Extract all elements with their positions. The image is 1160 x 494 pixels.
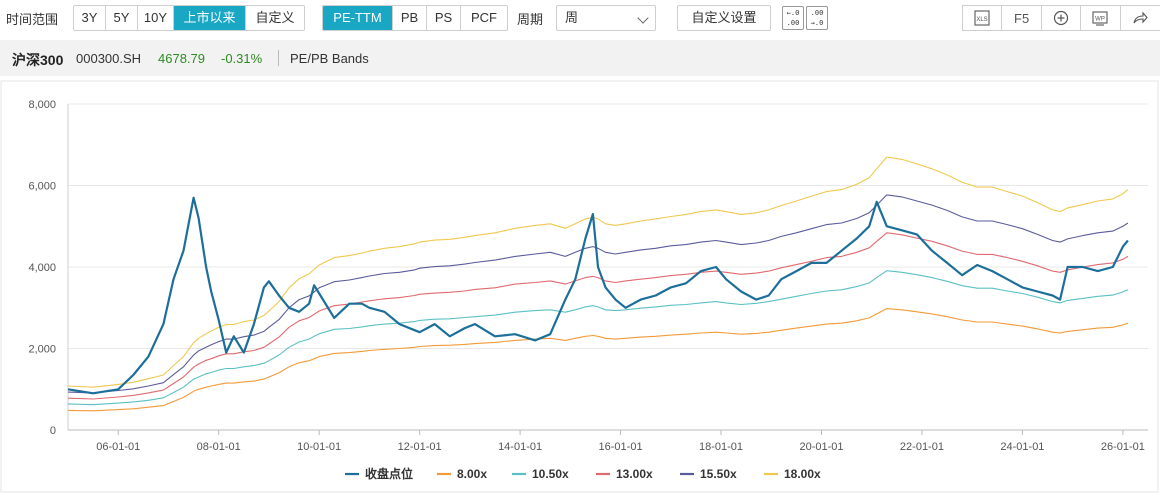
- time-range-label: 时间范围: [6, 12, 59, 27]
- export-excel-button[interactable]: XLS: [963, 6, 1003, 30]
- x-tick-label: 10-01-01: [297, 441, 341, 453]
- legend-label: 10.50x: [532, 467, 569, 481]
- header-divider: [278, 50, 279, 66]
- x-tick-label: 26-01-01: [1101, 441, 1145, 453]
- legend-label: 8.00x: [457, 467, 487, 481]
- legend-item[interactable]: 15.50x: [680, 467, 737, 481]
- period-select-value: 周: [565, 10, 579, 25]
- metric-pe-ttm-button[interactable]: PE-TTM: [323, 6, 393, 30]
- range-since-listing-button[interactable]: 上市以来: [174, 6, 246, 30]
- legend-label: 15.50x: [700, 467, 737, 481]
- legend-label: 18.00x: [784, 467, 821, 481]
- svg-text:WP: WP: [1096, 17, 1106, 23]
- x-tick-label: 22-01-01: [900, 441, 944, 453]
- metric-ps-button[interactable]: PS: [427, 6, 461, 30]
- legend-item[interactable]: 10.50x: [512, 467, 569, 481]
- series-line-收盘点位: [67, 196, 1129, 395]
- x-tick-label: 18-01-01: [699, 441, 743, 453]
- x-tick-label: 08-01-01: [197, 441, 241, 453]
- metric-pcf-button[interactable]: PCF: [461, 6, 507, 30]
- legend-item[interactable]: 18.00x: [764, 467, 821, 481]
- plus-circle-icon: [1053, 10, 1069, 26]
- custom-settings-button[interactable]: 自定义设置: [677, 5, 771, 31]
- chart-title: PE/PB Bands: [290, 51, 369, 66]
- metric-group: PE-TTM PB PS PCF: [322, 5, 508, 31]
- security-change: -0.31%: [221, 51, 263, 66]
- zoom-button[interactable]: [1042, 6, 1082, 30]
- y-tick-label: 6,000: [28, 181, 56, 193]
- period-label: 周期: [517, 12, 544, 27]
- y-tick-label: 0: [50, 425, 56, 437]
- decimal-decrease-button[interactable]: .00 →.0: [806, 6, 828, 30]
- series-line-8.00x: [67, 308, 1129, 412]
- export-word-button[interactable]: WP: [1081, 6, 1121, 30]
- series-line-13.00x: [67, 232, 1129, 400]
- legend-item[interactable]: 收盘点位: [345, 466, 413, 481]
- metric-pb-button[interactable]: PB: [393, 6, 427, 30]
- legend-label: 13.00x: [616, 467, 653, 481]
- range-5y-button[interactable]: 5Y: [106, 6, 138, 30]
- x-tick-label: 14-01-01: [498, 441, 542, 453]
- x-tick-label: 12-01-01: [398, 441, 442, 453]
- wp-icon: WP: [1092, 11, 1109, 26]
- toolbar: 时间范围 3Y 5Y 10Y 上市以来 自定义 PE-TTM PB PS PCF…: [0, 0, 1160, 36]
- series-line-18.00x: [67, 156, 1129, 388]
- x-tick-label: 20-01-01: [799, 441, 843, 453]
- chevron-down-icon: [637, 12, 649, 24]
- y-tick-label: 8,000: [28, 99, 56, 111]
- range-custom-button[interactable]: 自定义: [246, 6, 304, 30]
- series-line-15.50x: [67, 194, 1129, 394]
- decimal-increase-button[interactable]: ←.0.00: [782, 6, 804, 30]
- security-name: 沪深300: [12, 52, 64, 68]
- chart-area: 0 2,000 4,000 6,000 8,000 06-01-01 08-01-01 10-…: [0, 80, 1160, 494]
- range-10y-button[interactable]: 10Y: [138, 6, 174, 30]
- x-tick-label: 16-01-01: [599, 441, 643, 453]
- legend-label: 收盘点位: [365, 466, 413, 481]
- x-tick-label: 24-01-01: [1000, 441, 1044, 453]
- pe-band-chart[interactable]: 0 2,000 4,000 6,000 8,000 06-01-01 08-01-01 10-…: [0, 80, 1160, 494]
- series-line-10.50x: [67, 270, 1129, 406]
- y-tick-label: 2,000: [28, 344, 56, 356]
- chart-frame: [0, 80, 1159, 493]
- y-tick-label: 4,000: [28, 262, 56, 274]
- decimal-increase-icon: ←.0.00: [786, 9, 800, 27]
- share-icon: [1133, 11, 1149, 24]
- xls-icon: XLS: [974, 10, 990, 26]
- svg-text:XLS: XLS: [977, 17, 988, 23]
- tool-group: XLS F5 WP: [962, 5, 1160, 31]
- time-range-group: 3Y 5Y 10Y 上市以来 自定义: [73, 5, 305, 31]
- share-button[interactable]: [1121, 6, 1160, 30]
- security-price: 4678.79: [158, 51, 205, 66]
- legend-item[interactable]: 8.00x: [437, 467, 487, 481]
- x-tick-label: 06-01-01: [96, 441, 140, 453]
- refresh-f5-button[interactable]: F5: [1002, 6, 1042, 30]
- period-select[interactable]: 周: [556, 5, 656, 31]
- security-header: 沪深300 000300.SH 4678.79 -0.31% PE/PB Ban…: [0, 40, 1160, 76]
- range-3y-button[interactable]: 3Y: [74, 6, 106, 30]
- security-code: 000300.SH: [76, 51, 142, 66]
- decimal-decrease-icon: .00 →.0: [810, 9, 824, 27]
- legend-item[interactable]: 13.00x: [596, 467, 653, 481]
